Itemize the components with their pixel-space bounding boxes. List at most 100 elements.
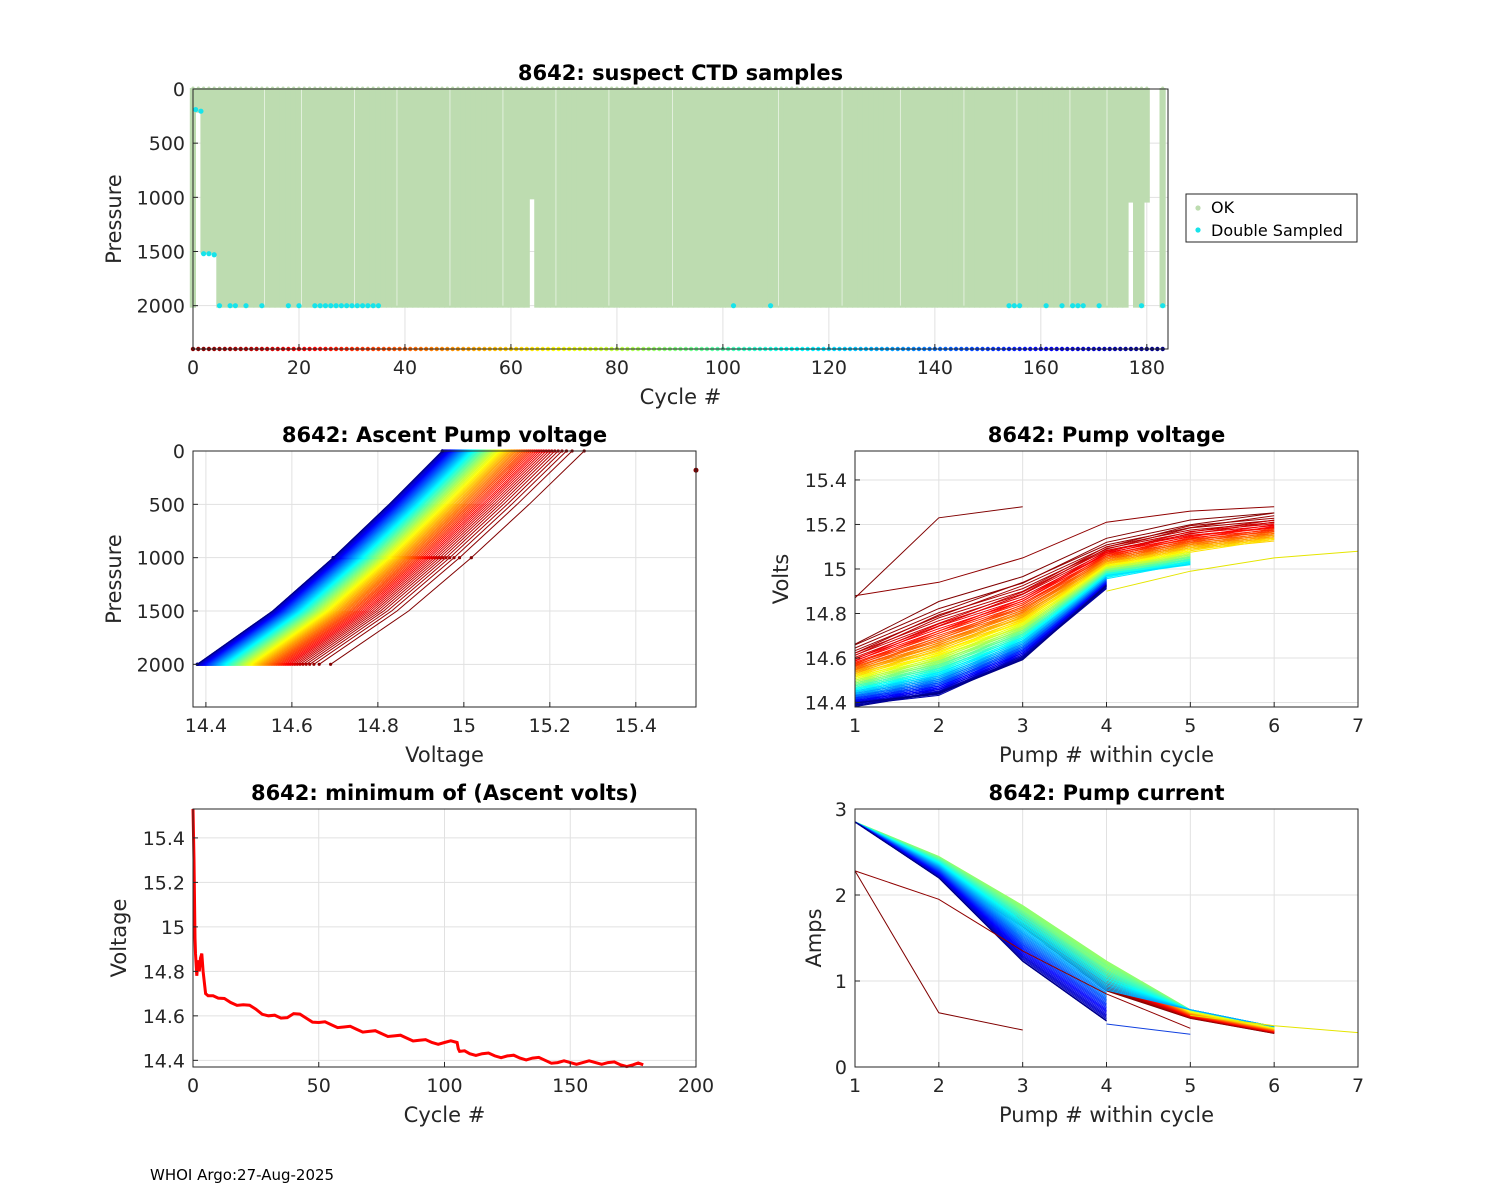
pump-voltage-line	[854, 526, 1275, 662]
pump-current-special-line	[1106, 1023, 1191, 1035]
x-tick-label: 100	[426, 1075, 462, 1097]
ok-sample-column	[375, 88, 382, 308]
ok-sample-column	[830, 88, 838, 308]
double-sampled-point	[338, 303, 344, 309]
ok-sample-column	[799, 88, 806, 308]
double-sampled-point	[227, 303, 233, 309]
ok-sample-column	[868, 88, 875, 308]
ok-sample-column	[931, 88, 938, 308]
x-tick-label: 40	[393, 357, 417, 379]
legend-box	[1185, 193, 1358, 243]
double-sampled-point	[1059, 303, 1065, 309]
ok-sample-column	[958, 88, 965, 308]
x-tick-label: 7	[1352, 715, 1364, 737]
ok-sample-column	[221, 88, 228, 308]
ok-sample-column	[857, 88, 864, 308]
ok-sample-column	[698, 88, 705, 308]
y-tick-label: 1000	[137, 187, 185, 209]
ok-sample-column	[306, 88, 313, 308]
ok-sample-column	[290, 88, 297, 308]
ok-sample-column	[640, 88, 647, 308]
ascent-profile-point	[312, 662, 316, 666]
double-sampled-point	[198, 108, 204, 114]
ok-sample-column	[258, 88, 265, 308]
double-sampled-point	[370, 303, 376, 309]
plot-layer	[189, 86, 1166, 352]
double-sampled-point	[730, 303, 737, 309]
y-tick-label: 14.8	[805, 604, 847, 626]
ok-sample-column	[952, 88, 960, 308]
pump-current-special-line	[1190, 1014, 1359, 1034]
pump-voltage-line	[854, 534, 1275, 672]
ok-sample-column	[470, 88, 477, 308]
ok-sample-column	[433, 88, 440, 308]
y-axis-label: Volts	[769, 554, 793, 605]
double-sampled-point	[1075, 303, 1081, 309]
ok-sample-column	[672, 88, 679, 308]
ok-sample-column	[772, 88, 779, 308]
ok-sample-column	[513, 88, 520, 308]
double-sampled-point	[1011, 303, 1017, 309]
double-sampled-point	[216, 303, 223, 309]
ok-sample-column	[767, 88, 774, 308]
pump-voltage-line	[854, 540, 1275, 678]
ok-sample-column	[454, 88, 461, 308]
ok-sample-column	[1143, 88, 1150, 203]
ok-sample-column	[385, 88, 393, 308]
double-sampled-point	[767, 303, 774, 309]
chart-title: 8642: suspect CTD samples	[518, 61, 843, 85]
y-tick-label: 15.4	[143, 828, 185, 850]
y-tick-label: 15.2	[143, 872, 185, 894]
x-tick-label: 1	[849, 715, 861, 737]
x-tick-label: 0	[187, 357, 199, 379]
ok-sample-column	[873, 88, 880, 308]
ascent-profile-point	[304, 662, 308, 666]
double-sampled-point	[333, 303, 339, 309]
ok-sample-column	[1064, 88, 1071, 308]
ok-sample-column	[587, 88, 594, 308]
ok-sample-column	[253, 88, 260, 308]
x-tick-label: 15.2	[529, 715, 571, 737]
ok-sample-column	[974, 88, 981, 308]
y-tick-label: 15.4	[805, 470, 847, 492]
ok-sample-column	[1027, 88, 1034, 308]
axes-box	[192, 88, 1169, 350]
ok-sample-column	[497, 88, 504, 308]
x-tick-label: 100	[705, 357, 741, 379]
ok-sample-column	[687, 88, 695, 308]
double-sampled-point	[211, 252, 217, 258]
ok-sample-column	[1106, 88, 1113, 308]
ok-sample-column	[407, 88, 414, 308]
ok-sample-column	[412, 88, 419, 308]
y-tick-label: 2000	[137, 296, 185, 318]
double-sampled-point	[322, 303, 329, 309]
ok-sample-column	[677, 88, 684, 308]
ok-sample-column	[242, 88, 249, 308]
ok-sample-column	[820, 88, 827, 308]
x-axis-label: Cycle #	[640, 385, 722, 409]
chart-title: 8642: Pump current	[988, 781, 1224, 805]
legend-double-label: Double Sampled	[1211, 221, 1343, 240]
y-tick-label: 0	[173, 79, 185, 101]
x-tick-label: 140	[917, 357, 953, 379]
ok-sample-column	[518, 88, 525, 308]
ok-sample-column	[804, 88, 811, 308]
ok-sample-column	[1005, 88, 1013, 308]
ok-sample-column	[1159, 88, 1166, 308]
ok-sample-column	[1138, 88, 1145, 308]
ok-sample-column	[523, 88, 530, 308]
x-tick-label: 60	[499, 357, 523, 379]
double-sampled-point	[1160, 303, 1166, 309]
ascent-profile-point	[469, 556, 473, 560]
ok-sample-column	[936, 88, 944, 308]
ok-sample-column	[979, 88, 986, 308]
y-axis-label: Pressure	[102, 534, 126, 624]
ok-sample-column	[719, 88, 726, 308]
double-sampled-point	[1006, 303, 1012, 309]
pump-voltage-line	[854, 515, 1275, 649]
double-sampled-point	[1138, 303, 1145, 309]
ok-sample-column	[650, 88, 658, 308]
legend: OK Double Sampled	[1185, 193, 1358, 243]
pump-voltage-special-line	[854, 506, 1023, 599]
x-tick-label: 50	[307, 1075, 331, 1097]
